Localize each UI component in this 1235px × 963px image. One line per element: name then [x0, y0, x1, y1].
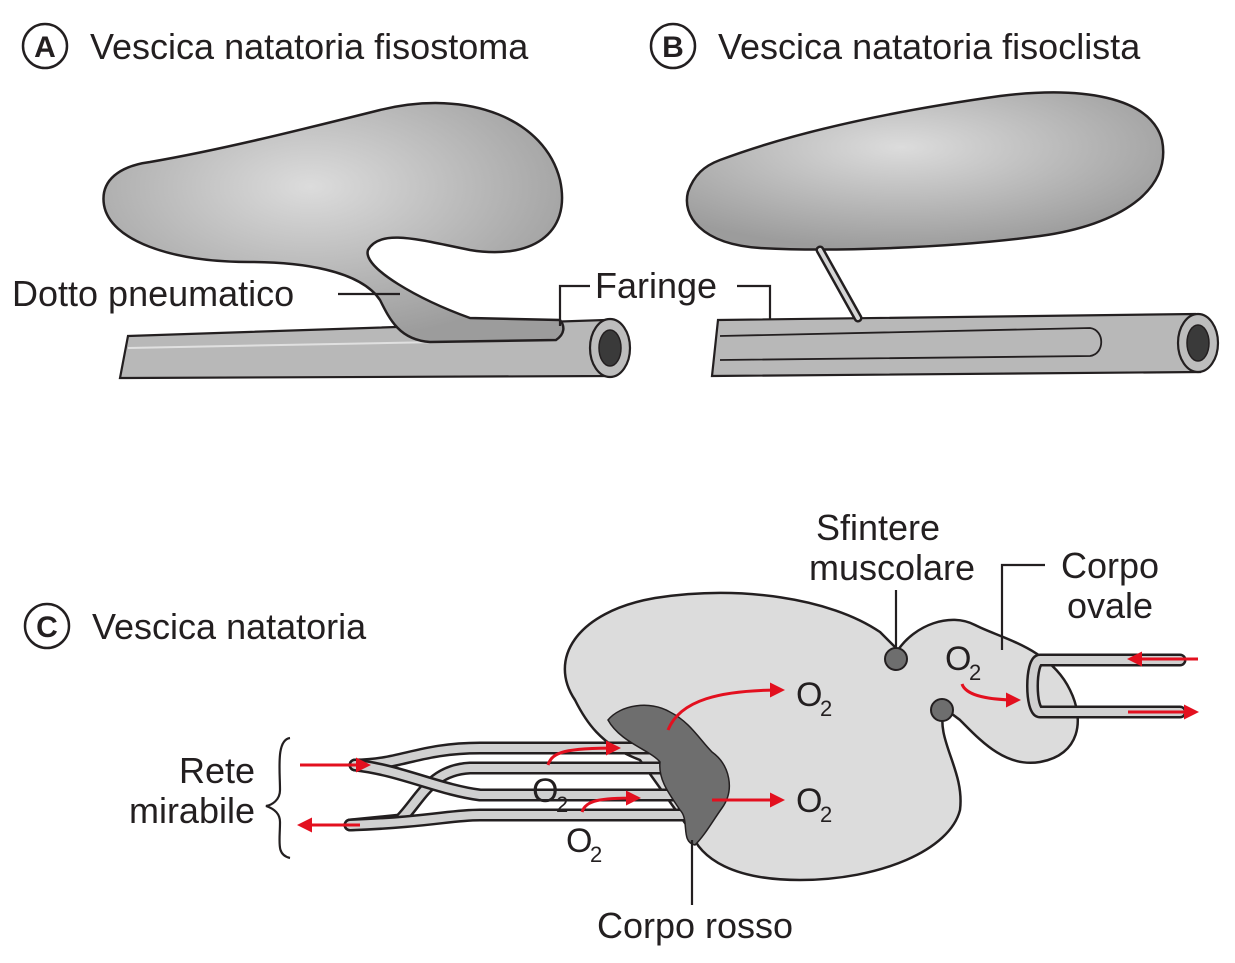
o2-label-upper-right: O 2 — [796, 676, 832, 721]
red-flow-arrows — [297, 651, 1199, 833]
svg-text:2: 2 — [590, 842, 602, 867]
o2-label-rete-mid: O 2 — [532, 772, 568, 817]
rete-label-line1: Rete — [179, 750, 255, 791]
pharynx-leader-b — [737, 284, 772, 326]
panel-c-badge: C — [23, 602, 71, 650]
svg-text:O: O — [532, 772, 558, 810]
panel-a: A Vescica natatoria fisostoma Dotto pneu… — [12, 22, 632, 380]
oval-label-line2: ovale — [1067, 585, 1153, 626]
oval-body-vessel — [1026, 653, 1187, 719]
pharynx-label: Faringe — [595, 265, 717, 306]
sphincter-label-line2: muscolare — [809, 547, 975, 588]
panel-a-title: Vescica natatoria fisostoma — [90, 26, 529, 67]
arrow-rete-lower-diffusion — [580, 790, 641, 813]
arrow-gland-to-bladder-upper — [666, 682, 785, 731]
sphincter-label-line1: Sfintere — [816, 507, 940, 548]
red-body-label: Corpo rosso — [597, 905, 793, 946]
svg-text:2: 2 — [969, 660, 981, 685]
svg-text:2: 2 — [820, 802, 832, 827]
panel-a-badge-letter: A — [34, 31, 56, 64]
svg-text:2: 2 — [556, 792, 568, 817]
svg-text:O: O — [796, 676, 822, 714]
rete-bracket — [265, 736, 291, 860]
panel-c-title: Vescica natatoria — [92, 606, 367, 647]
panel-b: B Vescica natatoria fisoclista — [649, 22, 1220, 378]
oval-label-line1: Corpo — [1061, 545, 1159, 586]
arrow-oval-diffusion — [960, 683, 1021, 708]
pharynx-callout: Faringe — [558, 265, 772, 326]
o2-label-oval: O 2 — [945, 640, 981, 685]
svg-text:O: O — [566, 822, 592, 860]
pharynx-tube-b — [710, 312, 1220, 378]
swim-bladder-a — [102, 101, 565, 344]
svg-text:2: 2 — [820, 696, 832, 721]
sphincter-dot-upper — [884, 647, 908, 671]
arrow-rete-upper-diffusion — [546, 740, 621, 766]
o2-label-rete-low: O 2 — [566, 822, 602, 867]
sphincter-dot-lower — [930, 698, 954, 722]
pharynx-leader-a — [558, 284, 590, 326]
panel-b-title: Vescica natatoria fisoclista — [718, 26, 1141, 67]
svg-text:O: O — [945, 640, 971, 678]
panel-c-badge-letter: C — [36, 611, 58, 644]
oval-leader — [1000, 563, 1045, 650]
o2-label-lower-right: O 2 — [796, 782, 832, 827]
panel-c: C Vescica natatoria Rete mirabile Sfinte… — [23, 507, 1199, 946]
swim-bladder-b — [685, 91, 1165, 251]
red-body-gland — [607, 704, 730, 846]
panel-b-badge-letter: B — [662, 31, 684, 64]
panel-b-badge: B — [649, 22, 697, 70]
svg-text:O: O — [796, 782, 822, 820]
panel-a-badge: A — [21, 22, 69, 70]
rete-label-line2: mirabile — [129, 790, 255, 831]
duct-label: Dotto pneumatico — [12, 273, 294, 314]
